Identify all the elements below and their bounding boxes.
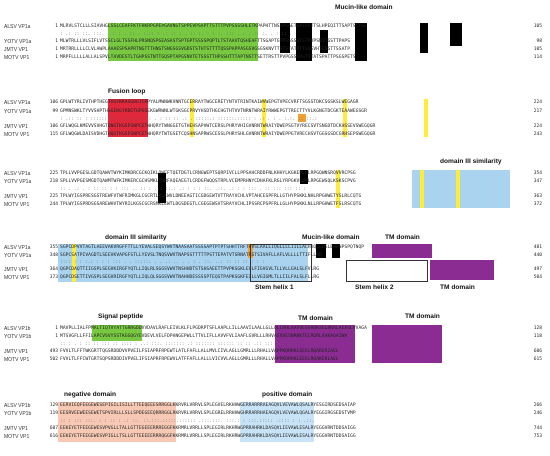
domain3-label: domain III similarity [105, 234, 167, 241]
signal-peptide-highlight [92, 325, 142, 341]
sequence-row: JMTV VP1 106 GFLWQGLKMEVVSVHGTDNGTKGSFGWPC… [4, 124, 542, 130]
tm-domain-label: TM domain [405, 313, 440, 320]
conservation-row: :: : ::: :::. : : :: : .: ::. ::.:::.:::… [60, 419, 315, 424]
conservation-row: :: . .: . : :: :: : : ::: .. :: : .:: ::… [60, 187, 307, 192]
signal-peptide-label: Signal peptide [155, 17, 201, 24]
conserved-box [158, 173, 166, 203]
alignment-block-2: Fusion loop ALSV VP1a 106 GPLWTYRLIVTHPTHE… [0, 88, 550, 150]
alignment-block-6: negative domain positive domain ALSV VP1… [0, 385, 550, 452]
mucin-conserved-box [296, 23, 312, 61]
sequence-row: JMTV VP1 607 EEKEYETFEEGEWESVPVGLLTALLGTTE… [4, 426, 542, 432]
mucin-conserved-box [420, 23, 428, 53]
conservation-row: : .:: :: : :::::: ::. . :: : . .: . : ::… [60, 117, 318, 122]
signal-peptide-label: Signal peptide [98, 313, 144, 320]
mucin-conserved-box [355, 23, 367, 61]
stem-helix-1-box [250, 244, 312, 282]
sequence-row: YOTV VP1a 218 SPLLVVPGESMGDTQAWMTWFKIMKERC… [4, 179, 542, 185]
sequence-row: MOTV VP1 244 TPLWYIGSPRDSGSAREWHVTWYRILKGS… [4, 202, 542, 208]
alignment-block-4: domain III similarity Mucin-like domain … [0, 230, 550, 302]
tm-domain-highlight [275, 325, 355, 363]
mucin-like-label: Mucin-like domain [335, 4, 393, 11]
yellow-marker [190, 99, 194, 137]
mucin-conserved-box [332, 244, 340, 258]
tm-domain-highlight [372, 244, 432, 258]
domain3-label: domain III similarity [440, 158, 502, 165]
yellow-marker [343, 99, 347, 137]
sequence-row: ALSV VP1a 355 SGPCDPVVTAGTLAEEVAKVRGFFTTLL… [4, 245, 542, 251]
fusion-loop-highlight [108, 99, 148, 137]
sequence-row: YOTV VP1a 99 GPMNSWKLTYVVSHPTHSGEKGYRDGTGP… [4, 109, 542, 115]
negative-domain-label: negative domain [64, 391, 117, 398]
yellow-marker [424, 99, 428, 137]
conservation-row: :: : . : :: :: ::: :: :::: : ..: :::. ::… [60, 342, 298, 347]
sequence-row: MOTV VP1 373 QGPCDSETTIVGSPLSEGVRIRGFYQTLL… [4, 275, 542, 281]
alignment-block-1: Signal peptide Mucin-like domain ALSV VP… [0, 0, 550, 85]
conservation-row: :::: : : :.: : : : ::: . . :::::: . . .:… [60, 260, 265, 265]
sequence-row: MOTV VP1 1 MRPFLLLLLALLALSPVLTAVDESTLTGHPS… [4, 55, 542, 61]
sequence-row: ALSV VP1a 1 MLRVLSTCLLLSIAVHGLSSLCEAFFKTFH… [4, 24, 542, 30]
positive-domain-highlight [240, 402, 314, 442]
mucin-conserved-box [450, 23, 462, 46]
mucin-like-label: Mucin-like domain [302, 234, 360, 241]
tm-domain-label: TM domain [440, 284, 475, 291]
fusion-loop-label: Fusion loop [108, 88, 146, 95]
signal-peptide-highlight [108, 23, 258, 61]
sequence-row: ALSV VP1a 225 TPLLVVPGESLGDTQAWVTWYKIMKDRC… [4, 171, 542, 177]
domain3-highlight [58, 244, 308, 282]
tm-domain-highlight [430, 260, 494, 280]
conservation-row: : .: :: ::. :::. . : : . :: . :.:: : .: … [60, 32, 293, 37]
sequence-row: MOTV VP1 115 GFLWQGWLDAISVDHGTHQGTKGSFGWPC… [4, 132, 542, 138]
alignment-block-5: Signal peptide TM domain TM domain ALSV … [0, 310, 550, 376]
sequence-row: MOTV VP1 616 EEKEYETFEEGEWESVPIGLLTSLLGTTE… [4, 434, 542, 440]
sequence-row: JMTV VP1 1 MRTRRLLLLCLVLAWPLAAAESPSAPRTNGT… [4, 47, 542, 53]
conserved-box [300, 170, 308, 184]
sequence-row: YOTV VP1a 348 SGPCSATPIVAGDTLSEEVKVAPGFSTL… [4, 253, 542, 259]
mucin-conserved-box [280, 23, 290, 53]
alignment-block-3: domain III similarity ALSV VP1a 225 TPLLVV… [0, 155, 550, 225]
sequence-row: ALSV VP1b 129 EERVIEQFEEGEWESEPIGILISILLTT… [4, 403, 542, 409]
sequence-row: YOTV VP1a 1 MLWTRLLLVLSIFLVTSSCLGLTSSFHLPR… [4, 39, 542, 45]
sequence-row: JMTV VP1 493 FVVLTLFFTWKGRTTQGSRDDDVVPVEIL… [4, 349, 542, 355]
stem-helix-2-box [346, 260, 428, 282]
tm-domain-label: TM domain [298, 315, 333, 322]
yellow-marker [456, 170, 460, 208]
domain3-highlight [412, 170, 510, 208]
positive-domain-label: positive domain [262, 391, 313, 398]
stem-helix-1-label: Stem helix 1 [255, 284, 294, 291]
sequence-row: YOTV VP1b 1 MTSVGFLLFFILAPCVSVYSSTKGGQGYEV… [4, 334, 542, 340]
mucin-conserved-box [316, 244, 326, 258]
mucin-conserved-box [320, 30, 328, 53]
sequence-row: JMTV VP1 364 QGPCDAQTTIIGSPLSEGVKIRGFYQTLL… [4, 267, 542, 273]
yellow-marker [420, 170, 424, 208]
sequence-row: ALSV VP1a 106 GPLWTYRLIVTHPTHEGTVGFKKASGDG… [4, 100, 542, 106]
stem-helix-2-label: Stem helix 2 [355, 284, 394, 291]
orange-marker [298, 114, 306, 122]
sequence-row: JMTV VP1 225 TPLWYIGSPRESGSTREWFVTWFRIMKGL… [4, 194, 542, 200]
tm-domain-highlight [372, 325, 442, 363]
yellow-marker [262, 99, 266, 137]
sequence-row: YOTV VP1b 119 EESRVEEWEESEWETSPVIRLLLSLLSP… [4, 411, 542, 417]
yellow-marker [336, 170, 340, 208]
tm-domain-label: TM domain [385, 234, 420, 241]
sequence-row: MOTV VP1 502 FVVLTLFFCWTGRTSQPSRDDDIVPVELI… [4, 357, 542, 363]
yellow-marker [72, 244, 76, 282]
negative-domain-highlight [58, 402, 176, 442]
sequence-row: ALSV VP1b 1 MAVPLLIALFPMALTIQTVYATTGRRGDDV… [4, 326, 542, 332]
